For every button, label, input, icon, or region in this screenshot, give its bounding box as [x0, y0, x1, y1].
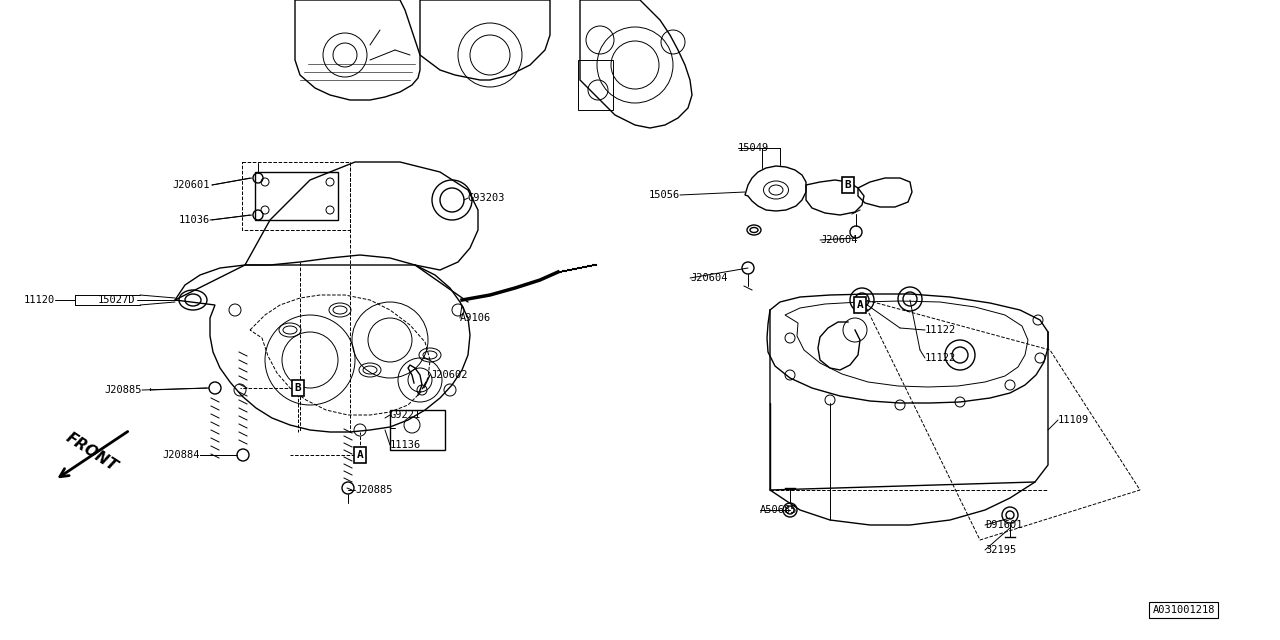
Text: 11109: 11109 — [1059, 415, 1089, 425]
Text: 15049: 15049 — [739, 143, 769, 153]
Text: A031001218: A031001218 — [1152, 605, 1215, 615]
Bar — [579, 60, 613, 110]
Text: 32195: 32195 — [986, 545, 1016, 555]
Text: 11036: 11036 — [179, 215, 210, 225]
Text: B: B — [294, 383, 301, 393]
Text: A: A — [856, 300, 864, 310]
Text: J20602: J20602 — [430, 370, 467, 380]
Text: J20885: J20885 — [355, 485, 393, 495]
Text: A031001218: A031001218 — [1152, 605, 1215, 615]
Text: 11120: 11120 — [24, 295, 55, 305]
Text: J20604: J20604 — [820, 235, 858, 245]
Bar — [390, 410, 445, 450]
Text: G9221: G9221 — [390, 410, 421, 420]
Text: J20601: J20601 — [173, 180, 210, 190]
Text: B: B — [845, 180, 851, 190]
Text: 11122: 11122 — [925, 325, 956, 335]
Text: 11122: 11122 — [925, 353, 956, 363]
Text: J20884: J20884 — [163, 450, 200, 460]
Text: A9106: A9106 — [460, 313, 492, 323]
Text: J20885: J20885 — [105, 385, 142, 395]
Text: A: A — [357, 450, 364, 460]
Text: 11136: 11136 — [390, 440, 421, 450]
Text: FRONT: FRONT — [64, 430, 120, 474]
Text: G93203: G93203 — [468, 193, 506, 203]
Text: D91601: D91601 — [986, 520, 1023, 530]
Text: 15056: 15056 — [649, 190, 680, 200]
Text: A50685: A50685 — [760, 505, 797, 515]
Text: 15027D: 15027D — [97, 295, 134, 305]
Text: J20604: J20604 — [690, 273, 727, 283]
